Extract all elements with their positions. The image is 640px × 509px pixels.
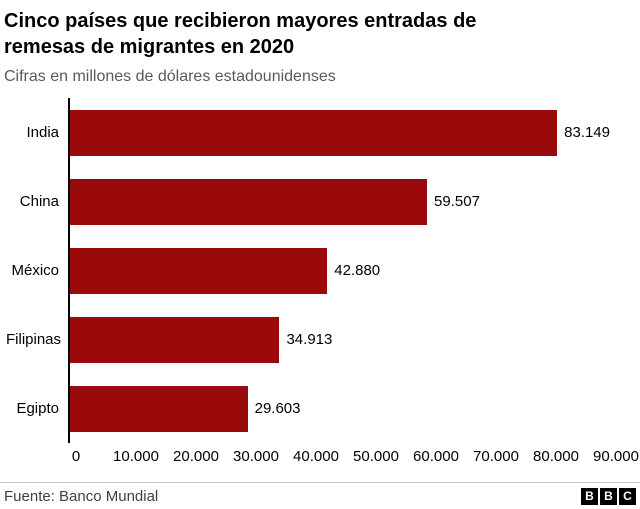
value-label: 59.507 [434, 193, 480, 210]
x-axis-ticks: 0 10.000 20.000 30.000 40.000 50.000 60.000 70.… [72, 443, 639, 465]
bar-row: China 59.507 [6, 167, 640, 236]
source-text: Fuente: Banco Mundial [4, 487, 159, 505]
plot-area: 42.880 [68, 236, 610, 305]
x-tick-label: 70.000 [473, 448, 519, 465]
logo-letter-block: B [581, 487, 598, 505]
bar-chart-rows: India 83.149 China 59.507 México 42.880 Filipi… [6, 98, 640, 443]
value-label: 34.913 [286, 331, 333, 348]
bar-row: India 83.149 [6, 98, 640, 167]
bar [70, 316, 280, 363]
x-tick-label: 40.000 [293, 448, 339, 465]
page-title: Cinco países que recibieron mayores entr… [4, 8, 632, 60]
chart-subtitle: Cifras en millones de dólares estadounid… [4, 68, 336, 85]
bar [70, 178, 428, 225]
value-label: 29.603 [254, 400, 301, 417]
bar-chart: India 83.149 China 59.507 México 42.880 Filipi… [6, 98, 640, 465]
category-label: China [19, 193, 59, 210]
bar [70, 247, 328, 294]
category-label: Filipinas [6, 331, 62, 348]
x-tick-label: 60.000 [413, 448, 459, 465]
category-label: India [26, 124, 59, 141]
x-tick-label: 20.000 [173, 448, 219, 465]
page-title-line2: remesas de migrantes en 2020 [4, 36, 295, 58]
bar [70, 109, 558, 156]
x-tick-label: 0 [71, 448, 81, 465]
value-label: 42.880 [334, 262, 381, 279]
bar-row: Filipinas 34.913 [6, 305, 640, 374]
bar [70, 385, 248, 432]
x-tick-label: 50.000 [353, 448, 399, 465]
x-tick-label: 90.000 [593, 448, 639, 465]
bar-row: México 42.880 [6, 236, 640, 305]
value-label: 83.149 [564, 124, 610, 141]
x-tick-label: 30.000 [233, 448, 279, 465]
category-label: Egipto [16, 400, 59, 417]
chart-header: Cinco países que recibieron mayores entr… [0, 0, 640, 86]
logo-letter-block: C [619, 487, 636, 505]
x-tick-label: 80.000 [533, 448, 579, 465]
plot-area: 34.913 [68, 305, 610, 374]
plot-area: 29.603 [68, 374, 610, 443]
logo-letter-block: B [600, 487, 617, 505]
plot-area: 59.507 [68, 167, 610, 236]
plot-area: 83.149 [68, 98, 610, 167]
page-title-line1: Cinco países que recibieron mayores entr… [4, 10, 477, 32]
bar-row: Egipto 29.603 [6, 374, 640, 443]
x-tick-label: 10.000 [113, 448, 159, 465]
category-label: México [11, 262, 59, 279]
